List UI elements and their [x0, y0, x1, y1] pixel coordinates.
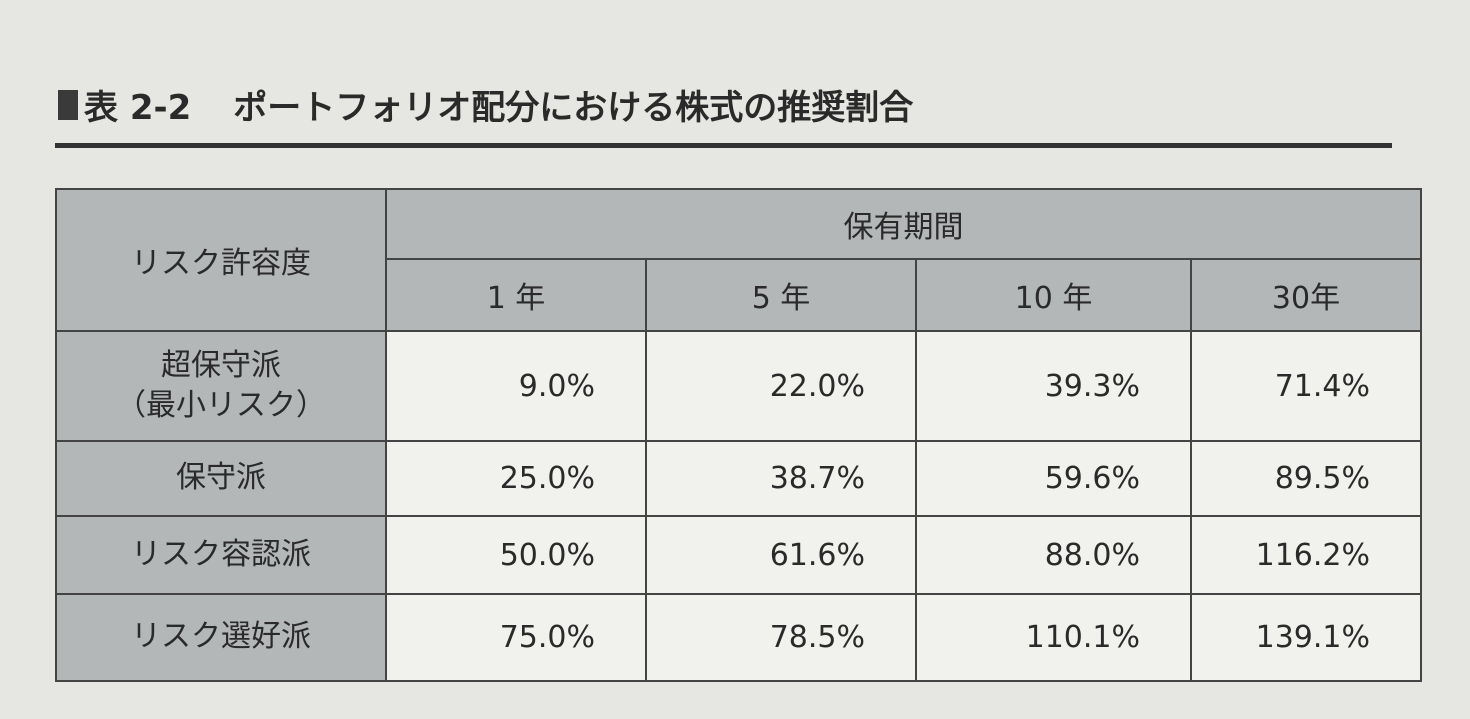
row-header: 保守派 — [55, 440, 387, 517]
value-cell: 9.0% — [385, 330, 647, 442]
value-cell: 39.3% — [915, 330, 1192, 442]
data-row: リスク容認派 50.0% 61.6% 88.0% 116.2% — [55, 515, 1422, 595]
table-number: 表 2-2 — [84, 88, 192, 128]
row-header: リスク容認派 — [55, 515, 387, 595]
row-label-line: リスク選好派 — [131, 619, 311, 655]
row-header: リスク選好派 — [55, 593, 387, 682]
value-cell: 75.0% — [385, 593, 647, 682]
value-cell: 78.5% — [645, 593, 917, 682]
column-header: 1 年 — [385, 258, 647, 332]
row-label-line: リスク容認派 — [131, 536, 311, 572]
column-header: 5 年 — [645, 258, 917, 332]
row-label-line: （最小リスク） — [116, 388, 326, 423]
data-row: リスク選好派 75.0% 78.5% 110.1% 139.1% — [55, 593, 1422, 682]
value-cell: 116.2% — [1190, 515, 1422, 595]
value-cell: 88.0% — [915, 515, 1192, 595]
title: 表 2-2 ポートフォリオ配分における株式の推奨割合 — [58, 80, 913, 129]
data-row: 保守派 25.0% 38.7% 59.6% 89.5% — [55, 440, 1422, 517]
value-cell: 61.6% — [645, 515, 917, 595]
value-cell: 50.0% — [385, 515, 647, 595]
row-header: 超保守派 （最小リスク） — [55, 330, 387, 442]
header-row: リスク許容度 保有期間 — [55, 188, 1422, 332]
column-header: 30年 — [1190, 258, 1422, 332]
value-cell: 59.6% — [915, 440, 1192, 517]
value-cell: 25.0% — [385, 440, 647, 517]
value-cell: 38.7% — [645, 440, 917, 517]
value-cell: 110.1% — [915, 593, 1192, 682]
value-cell: 139.1% — [1190, 593, 1422, 682]
value-cell: 22.0% — [645, 330, 917, 442]
data-row: 超保守派 （最小リスク） 9.0% 22.0% 39.3% 71.4% — [55, 330, 1422, 442]
group-header: 保有期間 — [385, 188, 1422, 260]
corner-header: リスク許容度 — [55, 188, 387, 332]
table-title: ポートフォリオ配分における株式の推奨割合 — [233, 88, 914, 128]
row-label-line: 超保守派 — [161, 347, 281, 383]
title-marker — [58, 89, 78, 120]
value-cell: 89.5% — [1190, 440, 1422, 517]
value-cell: 71.4% — [1190, 330, 1422, 442]
table-body: 超保守派 （最小リスク） 9.0% 22.0% 39.3% 71.4% 保守派 25.0% 38… — [55, 330, 1422, 682]
row-label-line: 保守派 — [176, 460, 266, 496]
column-header: 10 年 — [915, 258, 1192, 332]
title-rule — [55, 143, 1392, 148]
